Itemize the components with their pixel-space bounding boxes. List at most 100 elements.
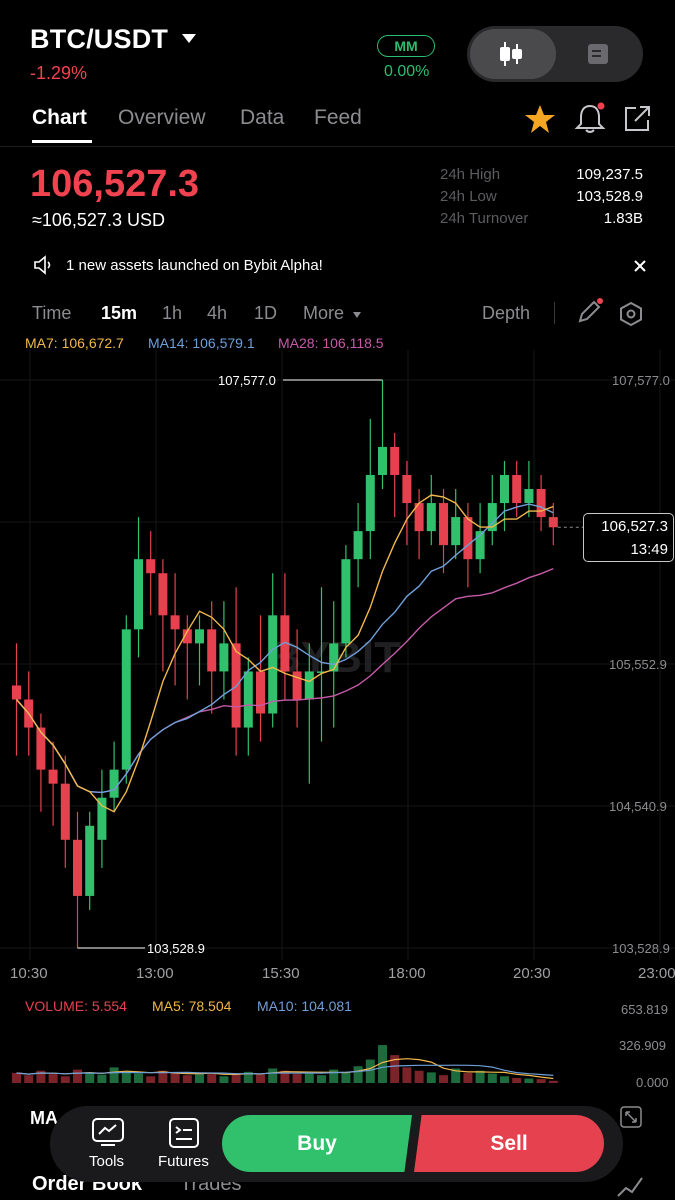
price-chart[interactable]: BYBIT xyxy=(0,350,675,995)
candle xyxy=(170,615,180,630)
volume-bar xyxy=(426,1072,436,1083)
tools-button[interactable]: Tools xyxy=(89,1153,125,1170)
candle xyxy=(109,769,119,798)
candle xyxy=(317,671,326,673)
price-change: -1.29% xyxy=(30,63,88,83)
drawing-pencil-icon[interactable] xyxy=(575,297,605,327)
sell-button[interactable]: Sell xyxy=(414,1115,604,1172)
candle xyxy=(451,517,461,546)
close-icon[interactable] xyxy=(632,258,648,274)
candle xyxy=(256,671,265,714)
interval-4h[interactable]: 4h xyxy=(207,303,228,323)
y-axis-label: 105,552.9 xyxy=(609,657,667,672)
candle xyxy=(341,559,351,644)
tab-data[interactable]: Data xyxy=(240,106,285,129)
stat-label-turnover: 24h Turnover xyxy=(440,210,529,227)
volume-bar xyxy=(12,1072,21,1083)
tools-icon[interactable] xyxy=(91,1117,125,1149)
volume-ma5-legend: MA5: 78.504 xyxy=(152,998,232,1014)
volume-bar xyxy=(182,1075,192,1083)
volume-bar xyxy=(36,1070,46,1083)
volume-chart[interactable] xyxy=(0,1005,675,1085)
star-icon[interactable] xyxy=(524,103,556,135)
volume-bar xyxy=(378,1045,387,1083)
candle xyxy=(353,531,363,560)
volume-bar xyxy=(24,1075,34,1083)
candle xyxy=(182,629,192,644)
volume-legend: VOLUME: 5.554 xyxy=(25,998,127,1014)
stat-label-high: 24h High xyxy=(440,166,501,183)
mm-value: 0.00% xyxy=(384,63,430,80)
candle xyxy=(512,474,522,504)
volume-bar xyxy=(243,1071,253,1083)
share-icon[interactable] xyxy=(622,104,652,134)
buy-button[interactable]: Buy xyxy=(222,1115,412,1172)
interval-more[interactable]: More xyxy=(303,303,345,323)
tab-chart[interactable]: Chart xyxy=(32,106,87,129)
volume-bar xyxy=(231,1072,241,1083)
tab-divider xyxy=(0,146,675,147)
last-price-usd: ≈106,527.3 USD xyxy=(32,210,165,230)
indicator-section-label[interactable]: MA xyxy=(30,1108,58,1128)
volume-axis-label: 0.000 xyxy=(636,1075,669,1090)
bell-icon[interactable] xyxy=(574,102,606,136)
candle xyxy=(365,474,375,532)
candle xyxy=(158,573,168,616)
interval-time[interactable]: Time xyxy=(32,303,72,323)
candle xyxy=(48,769,58,784)
expand-icon[interactable] xyxy=(620,1106,642,1128)
candle xyxy=(524,489,534,504)
depth-toggle[interactable]: Depth xyxy=(482,303,531,323)
candle xyxy=(121,629,131,770)
volume-axis-label: 653.819 xyxy=(621,1002,668,1017)
volume-bar xyxy=(524,1078,534,1083)
volume-ma10-legend: MA10: 104.081 xyxy=(257,998,352,1014)
more-caret-icon xyxy=(353,312,361,318)
volume-bar xyxy=(170,1072,180,1083)
pair-dropdown-icon[interactable] xyxy=(182,34,196,43)
volume-bar xyxy=(134,1073,143,1083)
volume-bar xyxy=(207,1074,217,1083)
candlestick-icon[interactable] xyxy=(497,40,525,68)
volume-bar xyxy=(451,1068,461,1083)
mm-badge[interactable]: MM xyxy=(377,35,435,57)
volume-bar xyxy=(268,1068,278,1083)
volume-bar xyxy=(97,1074,107,1083)
x-axis-label: 18:00 xyxy=(388,965,426,982)
tab-feed[interactable]: Feed xyxy=(314,106,362,129)
volume-bar xyxy=(195,1073,204,1083)
volume-bar xyxy=(48,1074,58,1083)
chart-grid xyxy=(0,350,675,960)
candle-countdown: 13:49 xyxy=(630,541,668,558)
candle xyxy=(12,685,21,700)
depth-chart-icon[interactable] xyxy=(616,1172,644,1200)
volume-bar xyxy=(317,1075,326,1083)
compact-view-icon[interactable] xyxy=(585,41,611,67)
high-price-marker: 107,577.0 xyxy=(218,373,276,388)
volume-bar xyxy=(121,1071,131,1083)
interval-15m[interactable]: 15m xyxy=(101,303,138,323)
candle xyxy=(146,559,156,574)
candle xyxy=(134,559,143,630)
volume-bar xyxy=(73,1069,82,1083)
tab-overview[interactable]: Overview xyxy=(118,106,206,129)
volume-bar xyxy=(414,1070,424,1083)
interval-1d[interactable]: 1D xyxy=(254,303,278,323)
volume-bar xyxy=(304,1072,314,1083)
volume-bar xyxy=(548,1080,558,1083)
futures-button[interactable]: Futures xyxy=(158,1153,209,1170)
candle xyxy=(536,489,546,518)
candle xyxy=(268,615,278,714)
stat-value-low: 103,528.9 xyxy=(576,188,643,205)
settings-hexagon-icon[interactable] xyxy=(618,301,644,327)
candle xyxy=(548,517,558,528)
futures-icon[interactable] xyxy=(168,1117,200,1149)
candle xyxy=(36,727,46,770)
candle xyxy=(487,503,497,532)
pair-title[interactable]: BTC/USDT xyxy=(30,24,169,54)
toolbar-separator xyxy=(554,302,555,324)
announcement-text[interactable]: 1 new assets launched on Bybit Alpha! xyxy=(66,257,323,274)
interval-1h[interactable]: 1h xyxy=(162,303,183,323)
stat-value-turnover: 1.83B xyxy=(603,210,643,227)
last-price: 106,527.3 xyxy=(30,163,200,205)
